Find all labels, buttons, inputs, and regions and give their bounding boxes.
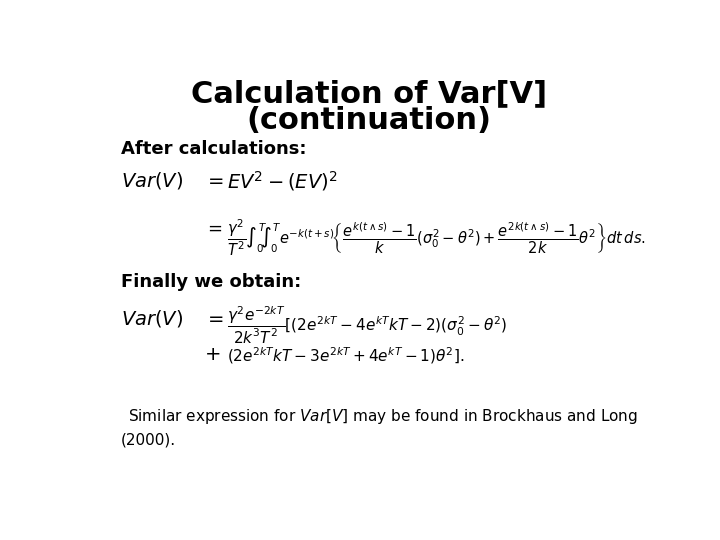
Text: $Var(V)$: $Var(V)$ (121, 308, 183, 329)
Text: $=$: $=$ (204, 170, 225, 188)
Text: Similar expression for $Var[V]$ may be found in Brockhaus and Long: Similar expression for $Var[V]$ may be f… (128, 407, 638, 426)
Text: $Var(V)$: $Var(V)$ (121, 170, 183, 191)
Text: $(2e^{2kT}kT - 3e^{2kT} + 4e^{kT} - 1)\theta^2].$: $(2e^{2kT}kT - 3e^{2kT} + 4e^{kT} - 1)\t… (227, 346, 464, 366)
Text: $+$: $+$ (204, 346, 221, 365)
Text: $=$: $=$ (204, 308, 225, 327)
Text: Calculation of Var[V]: Calculation of Var[V] (191, 79, 547, 109)
Text: Finally we obtain:: Finally we obtain: (121, 273, 301, 291)
Text: (continuation): (continuation) (246, 106, 492, 136)
Text: After calculations:: After calculations: (121, 140, 306, 158)
Text: $EV^2 - (EV)^2$: $EV^2 - (EV)^2$ (227, 170, 337, 193)
Text: $=$: $=$ (204, 219, 223, 237)
Text: (2000).: (2000). (121, 433, 176, 448)
Text: $\dfrac{\gamma^2}{T^2}\int_0^T\!\!\int_0^T e^{-k(t+s)}\!\left\{\dfrac{e^{k(t\wed: $\dfrac{\gamma^2}{T^2}\int_0^T\!\!\int_0… (227, 217, 646, 258)
Text: $\dfrac{\gamma^2 e^{-2kT}}{2k^3T^2}[(2e^{2kT}-4e^{kT}kT-2)(\sigma_0^2-\theta^2)$: $\dfrac{\gamma^2 e^{-2kT}}{2k^3T^2}[(2e^… (227, 305, 507, 346)
